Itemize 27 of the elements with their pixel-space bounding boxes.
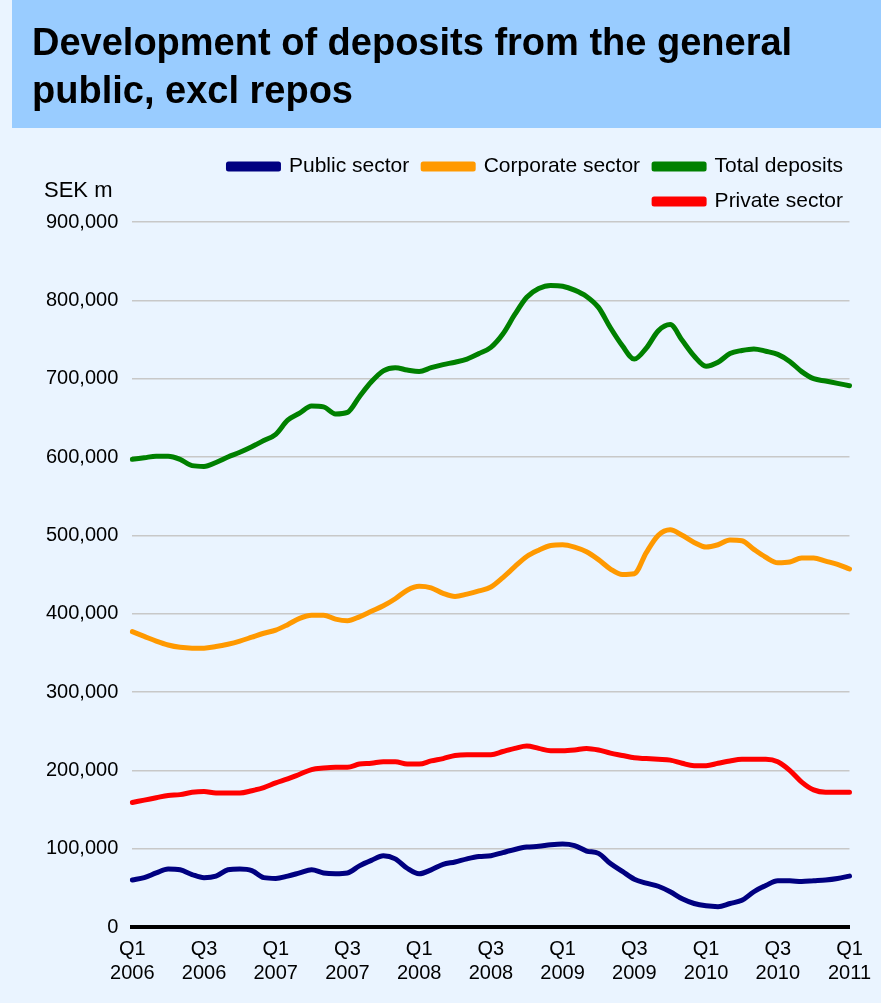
x-tick-label: Q1 2006 xyxy=(110,936,155,983)
x-tick-label: Q1 2007 xyxy=(253,936,298,983)
y-tick-label: 100,000 xyxy=(46,836,119,859)
y-tick-label: 0 xyxy=(107,914,119,937)
legend-label: Total deposits xyxy=(714,153,844,177)
x-tick-label: Q3 2009 xyxy=(612,936,657,983)
x-tick-label: Q1 2008 xyxy=(396,936,442,983)
x-tick-label: Q1 2011 xyxy=(827,936,871,983)
x-tick-label: Q1 2010 xyxy=(683,936,729,983)
x-tick-label: Q3 2006 xyxy=(181,936,227,983)
legend-label: Public sector xyxy=(288,153,410,177)
chart-title: Development of deposits from the general public, excl repos xyxy=(12,0,881,128)
y-tick-label: 500,000 xyxy=(46,522,119,545)
y-tick-label: 200,000 xyxy=(46,757,119,780)
legend-label: Private sector xyxy=(714,188,844,212)
legend-label: Corporate sector xyxy=(483,153,641,177)
x-tick-label: Q3 2007 xyxy=(325,936,370,983)
y-tick-label: 600,000 xyxy=(46,444,119,467)
x-tick-label: Q3 2010 xyxy=(755,936,801,983)
y-tick-label: 800,000 xyxy=(46,287,119,310)
y-tick-label: 700,000 xyxy=(46,366,119,389)
y-tick-label: 300,000 xyxy=(46,679,119,702)
y-tick-label: 400,000 xyxy=(46,601,119,624)
x-tick-label: Q3 2008 xyxy=(468,936,514,983)
y-tick-label: 900,000 xyxy=(46,209,119,232)
x-tick-label: Q1 2009 xyxy=(540,936,585,983)
y-axis-title: SEK m xyxy=(44,177,113,203)
